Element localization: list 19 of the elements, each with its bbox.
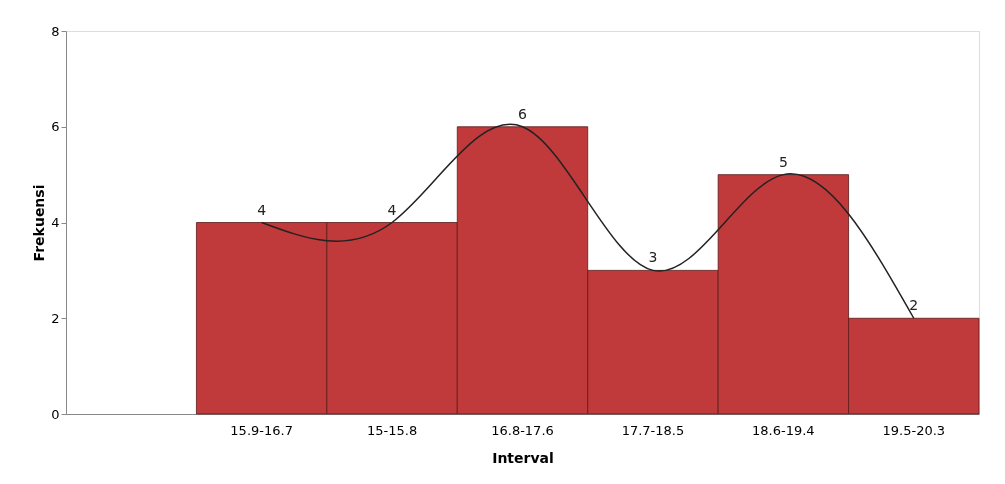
y-tick-label: 6 bbox=[51, 119, 60, 135]
data-label: 4 bbox=[257, 201, 267, 218]
x-tick-label: 15-15.8 bbox=[366, 422, 418, 438]
x-tick-label: 19.5-20.3 bbox=[882, 422, 946, 438]
x-tick-label: 18.6-19.4 bbox=[752, 422, 815, 438]
y-tick-label: 2 bbox=[51, 310, 60, 326]
data-label: 6 bbox=[518, 105, 528, 122]
x-tick-label: 15.9-16.7 bbox=[230, 422, 293, 438]
data-label: 2 bbox=[909, 297, 919, 314]
x-axis-title: Interval bbox=[492, 449, 554, 466]
x-tick-label: 16.8-17.6 bbox=[491, 422, 554, 438]
y-tick-label: 0 bbox=[51, 406, 60, 422]
data-label: 3 bbox=[648, 249, 658, 266]
y-axis-title: Frekuensi bbox=[31, 184, 48, 262]
x-tick-label: 17.7-18.5 bbox=[621, 422, 685, 438]
data-label: 5 bbox=[778, 153, 788, 170]
data-label: 4 bbox=[387, 201, 397, 218]
y-tick-label: 4 bbox=[51, 215, 60, 230]
y-tick-label: 8 bbox=[51, 23, 60, 39]
